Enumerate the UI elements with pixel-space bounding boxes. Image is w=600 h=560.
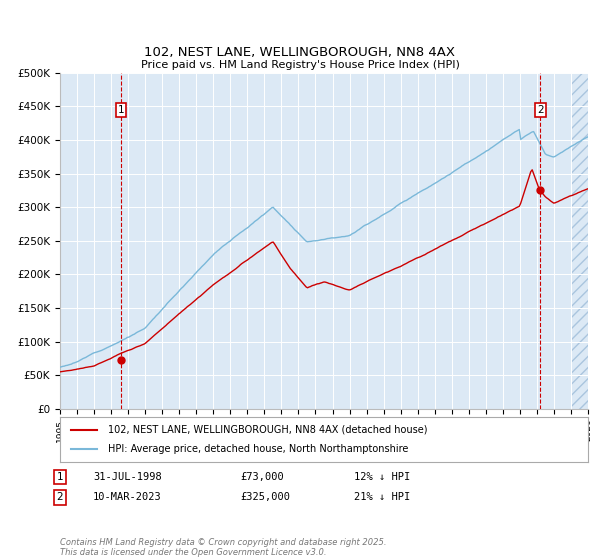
Text: 2: 2 [537, 105, 544, 115]
Text: £73,000: £73,000 [240, 472, 284, 482]
Bar [571, 73, 588, 409]
Text: 2: 2 [56, 492, 64, 502]
Text: £325,000: £325,000 [240, 492, 290, 502]
Text: Price paid vs. HM Land Registry's House Price Index (HPI): Price paid vs. HM Land Registry's House … [140, 60, 460, 70]
Text: 102, NEST LANE, WELLINGBOROUGH, NN8 4AX: 102, NEST LANE, WELLINGBOROUGH, NN8 4AX [145, 46, 455, 59]
Text: 1: 1 [118, 105, 124, 115]
Text: HPI: Average price, detached house, North Northamptonshire: HPI: Average price, detached house, Nort… [107, 445, 408, 455]
Text: 102, NEST LANE, WELLINGBOROUGH, NN8 4AX (detached house): 102, NEST LANE, WELLINGBOROUGH, NN8 4AX … [107, 424, 427, 435]
Text: Contains HM Land Registry data © Crown copyright and database right 2025.
This d: Contains HM Land Registry data © Crown c… [60, 538, 386, 557]
Text: 12% ↓ HPI: 12% ↓ HPI [354, 472, 410, 482]
Text: 1: 1 [56, 472, 64, 482]
Text: 10-MAR-2023: 10-MAR-2023 [93, 492, 162, 502]
Text: 21% ↓ HPI: 21% ↓ HPI [354, 492, 410, 502]
Text: 31-JUL-1998: 31-JUL-1998 [93, 472, 162, 482]
